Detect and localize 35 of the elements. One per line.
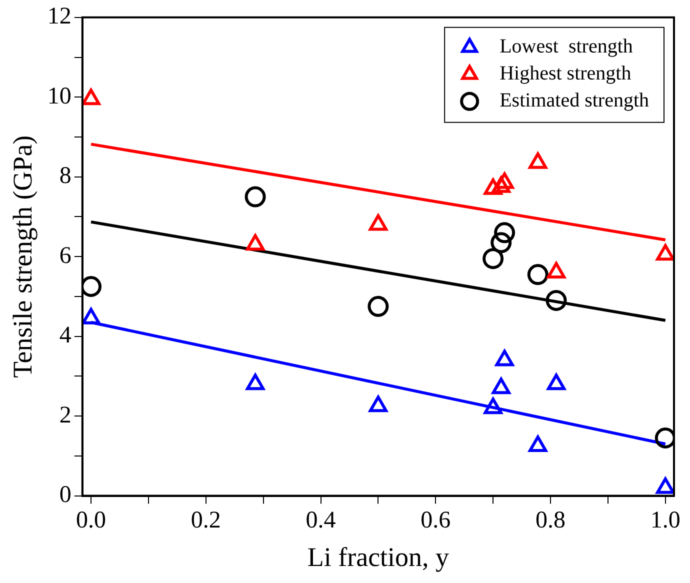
point [368,214,388,231]
point [82,308,100,324]
point [495,350,514,366]
legend-label: Highest strength [500,62,632,85]
y-tick-label: 2 [59,402,72,428]
point [246,234,265,251]
point [368,396,388,412]
y-tick-label: 0 [59,482,72,508]
x-tick-label: 0.2 [190,507,221,534]
x-tick-label: 0.0 [76,507,106,534]
y-tick-label: 4 [59,322,72,349]
point [484,398,502,414]
y-tick-label: 8 [59,163,72,190]
x-tick-label: 0.6 [420,507,451,534]
point [82,88,100,106]
point [492,378,510,394]
point [484,178,502,195]
point [528,152,548,169]
point [528,435,548,452]
point [656,477,674,494]
legend-label: Lowest strength [500,36,633,58]
y-tick-label: 6 [59,242,72,269]
x-tick-label: 1.0 [650,507,680,534]
legend-label: Estimated strength [500,90,650,112]
point [656,244,674,261]
x-axis-title: Li fraction, y [307,542,450,572]
point [492,176,510,193]
x-tick-label: 0.8 [536,507,566,534]
y-tick-label: 12 [47,4,72,30]
point [546,374,566,390]
x-tick-label: 0.4 [306,507,336,534]
y-axis-title: Tensile strength (GPa) [7,135,38,378]
point [546,262,566,279]
y-tick-label: 10 [47,83,72,110]
point [246,374,265,390]
